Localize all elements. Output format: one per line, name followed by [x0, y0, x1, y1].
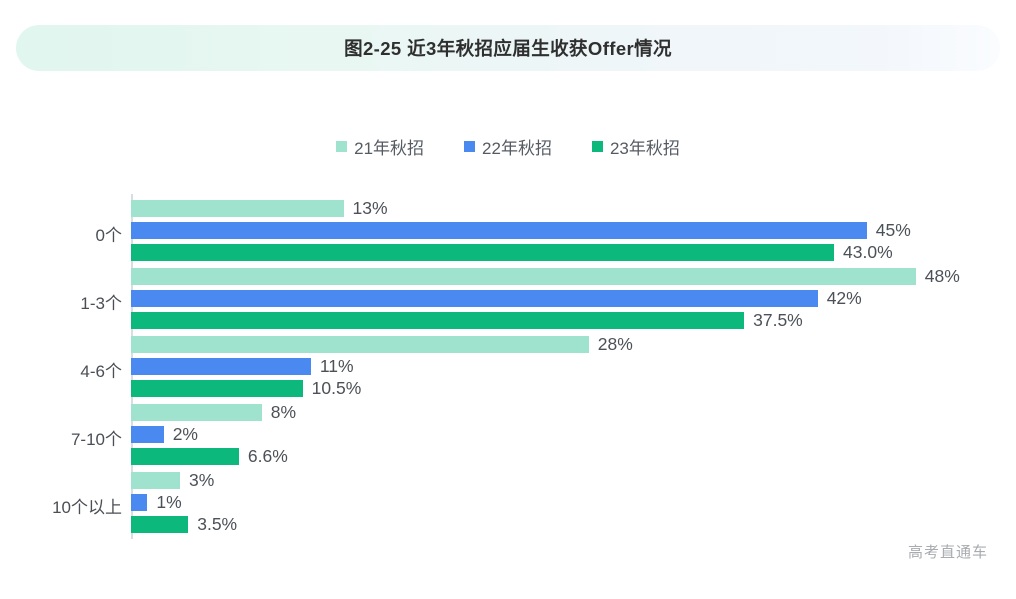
bar-group-1: 0个 13% 45% 43.0% [0, 197, 1016, 262]
bar-value-label: 42% [826, 287, 862, 308]
bar-value-label: 13% [352, 197, 388, 218]
category-label: 1-3个 [80, 294, 122, 313]
bar-row: 3% [131, 469, 215, 490]
bar-2[interactable] [131, 494, 148, 511]
bar-row: 10.5% [131, 377, 362, 398]
bar-row: 8% [131, 401, 297, 422]
bar-1[interactable] [131, 404, 262, 421]
legend-item-label: 21年秋招 [354, 139, 425, 158]
bar-row: 11% [131, 355, 354, 376]
bar-group-5: 10个以上 3% 1% 3.5% [0, 469, 1016, 534]
legend-item-label: 22年秋招 [482, 139, 552, 158]
bar-row: 13% [131, 197, 388, 218]
bar-value-label: 8% [270, 401, 297, 422]
bar-2[interactable] [131, 426, 164, 443]
bar-value-label: 11% [319, 355, 354, 376]
bar-2[interactable] [131, 222, 867, 239]
bar-row: 43.0% [131, 241, 893, 262]
bar-1[interactable] [131, 268, 916, 285]
legend-item-label: 23年秋招 [609, 139, 680, 158]
bar-row: 6.6% [131, 445, 288, 466]
page-title: 图2-25 近3年秋招应届生收获Offer情况 [344, 38, 672, 59]
bar-value-label: 48% [924, 265, 960, 286]
bar-row: 48% [131, 265, 960, 286]
bar-value-label: 6.6% [247, 445, 288, 466]
bar-value-label: 45% [875, 219, 911, 240]
legend-item-1[interactable]: 21年秋招 [336, 134, 424, 159]
bar-row: 2% [131, 423, 198, 444]
chart-title-banner: 图2-25 近3年秋招应届生收获Offer情况 [16, 25, 1000, 71]
chart-legend: 21年秋招 22年秋招 23年秋招 [0, 134, 1016, 159]
chart-plot-area: 0个 13% 45% 43.0% 1-3个 48% 42% 37.5% 4-6个 28% 11% 10… [0, 190, 1016, 545]
bar-2[interactable] [131, 290, 818, 307]
category-label: 4-6个 [80, 362, 122, 381]
bar-row: 45% [131, 219, 911, 240]
bar-row: 1% [131, 491, 182, 512]
legend-swatch-icon [336, 141, 348, 152]
bar-1[interactable] [131, 472, 181, 489]
bar-row: 42% [131, 287, 862, 308]
bar-row: 28% [131, 333, 633, 354]
category-label: 10个以上 [52, 498, 122, 517]
bar-value-label: 3% [189, 469, 215, 490]
bar-value-label: 2% [172, 423, 198, 444]
bar-value-label: 37.5% [753, 309, 803, 330]
bar-value-label: 43.0% [843, 241, 893, 262]
bar-3[interactable] [131, 312, 745, 329]
bar-value-label: 3.5% [197, 513, 238, 534]
bar-1[interactable] [131, 200, 344, 217]
bar-row: 3.5% [131, 513, 238, 534]
watermark: 高考直通车 [907, 544, 988, 561]
bar-row: 37.5% [131, 309, 803, 330]
bar-3[interactable] [131, 244, 835, 261]
legend-item-3[interactable]: 23年秋招 [591, 134, 680, 159]
bar-group-4: 7-10个 8% 2% 6.6% [0, 401, 1016, 466]
bar-value-label: 10.5% [311, 377, 362, 398]
bar-3[interactable] [131, 448, 239, 465]
bar-group-2: 1-3个 48% 42% 37.5% [0, 265, 1016, 330]
bar-group-3: 4-6个 28% 11% 10.5% [0, 333, 1016, 398]
bar-3[interactable] [131, 380, 303, 397]
category-label: 0个 [95, 226, 122, 245]
legend-swatch-icon [591, 141, 603, 152]
bar-value-label: 28% [597, 333, 633, 354]
bar-2[interactable] [131, 358, 311, 375]
bar-3[interactable] [131, 516, 189, 533]
bar-1[interactable] [131, 336, 589, 353]
bar-value-label: 1% [156, 491, 182, 512]
category-label: 7-10个 [70, 430, 122, 449]
legend-swatch-icon [464, 141, 476, 152]
legend-item-2[interactable]: 22年秋招 [464, 134, 552, 159]
